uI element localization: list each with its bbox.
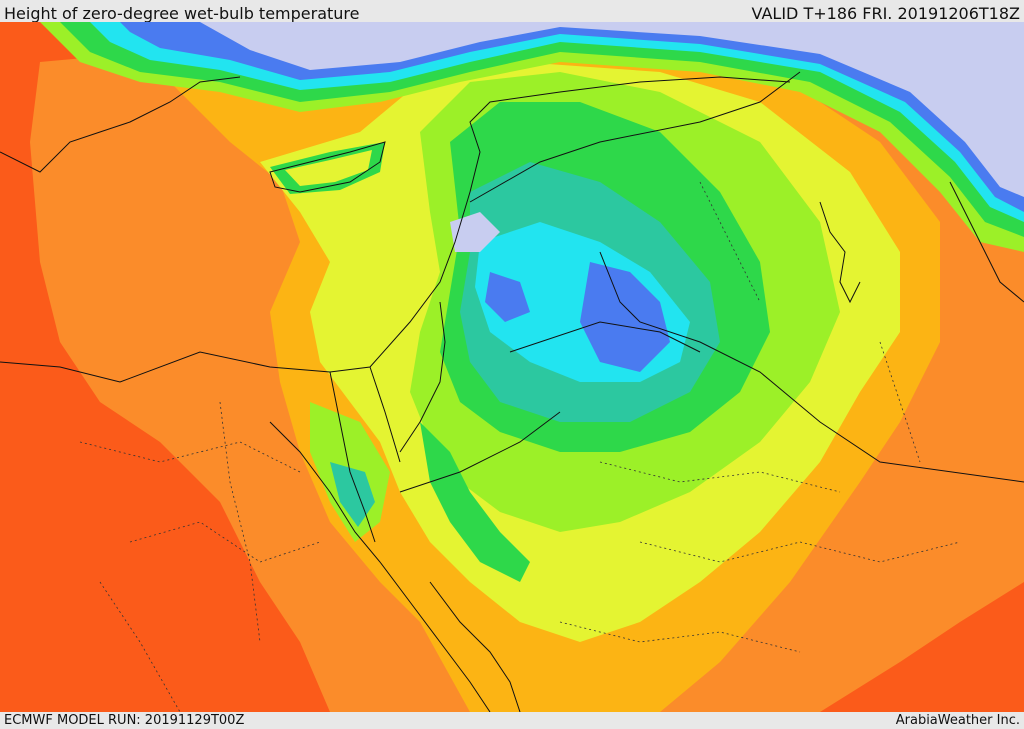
field-mid-south: [420, 422, 530, 582]
map-canvas: [0, 22, 1024, 712]
field-lowest-coast: [450, 212, 500, 252]
model-run-label: ECMWF MODEL RUN: 20191129T00Z: [4, 713, 245, 728]
field-lowest-north: [200, 22, 1024, 197]
cyprus-core: [285, 150, 372, 186]
map-title: Height of zero-degree wet-bulb temperatu…: [4, 4, 360, 23]
field-low-mid-sinai: [330, 462, 375, 527]
coastlines: [0, 76, 1024, 712]
province-borders: [79, 181, 961, 712]
map-header: Height of zero-degree wet-bulb temperatu…: [0, 0, 1024, 23]
field-very-low-north: [120, 22, 1024, 212]
map-footer: ECMWF MODEL RUN: 20191129T00Z ArabiaWeat…: [0, 712, 1024, 729]
field-very-low: [485, 272, 530, 322]
credit-label: ArabiaWeather Inc.: [895, 713, 1020, 728]
country-borders: [369, 71, 1024, 493]
weather-map[interactable]: [0, 22, 1024, 712]
valid-time: VALID T+186 FRI. 20191206T18Z: [751, 4, 1020, 23]
field-very-low: [580, 262, 670, 372]
